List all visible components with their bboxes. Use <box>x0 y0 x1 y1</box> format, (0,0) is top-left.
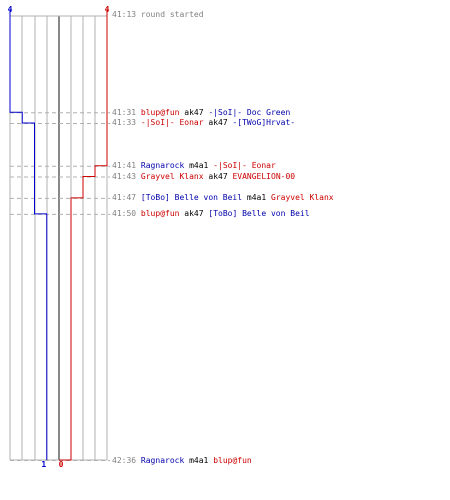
log-row-kill: 41:47 [ToBo] Belle von Beil m4a1 Grayvel… <box>112 192 334 204</box>
log-row-start: 41:13 round started <box>112 9 204 21</box>
log-time: 41:33 <box>112 118 137 128</box>
red-team-line <box>59 10 108 461</box>
log-weapon: ak47 <box>184 209 204 219</box>
log-time: 41:43 <box>112 171 137 181</box>
log-killer: -|SoI|- Eonar <box>140 118 204 128</box>
log-time: 42:36 <box>112 455 137 465</box>
blue-end-count: 1 <box>41 460 46 469</box>
log-row-kill: 41:33 -|SoI|- Eonar ak47 -[TWoG]Hrvat- <box>112 117 295 129</box>
blue-start-count: 4 <box>8 5 13 14</box>
log-killer: blup@fun <box>140 107 180 117</box>
log-time: 41:50 <box>112 209 137 219</box>
log-time: 41:41 <box>112 161 137 171</box>
log-message: round started <box>140 10 204 19</box>
log-weapon: m4a1 <box>246 193 267 203</box>
log-weapon: m4a1 <box>189 161 209 171</box>
log-row-kill: 42:36 Ragnarock m4a1 blup@fun <box>112 455 252 467</box>
log-row-kill: 41:31 blup@fun ak47 -|SoI|- Doc Green <box>112 107 290 119</box>
log-victim: [ToBo] Belle von Beil <box>208 209 310 219</box>
log-time: 41:13 <box>112 10 137 19</box>
log-killer: Ragnarock <box>140 455 185 465</box>
log-victim: -|SoI|- Eonar <box>213 161 276 171</box>
log-victim: -|SoI|- Doc Green <box>208 107 291 117</box>
log-victim: Grayvel Klanx <box>271 193 334 203</box>
log-row-kill: 41:43 Grayvel Klanx ak47 EVANGELION-00 <box>112 171 295 183</box>
log-row-kill: 41:50 blup@fun ak47 [ToBo] Belle von Bei… <box>112 208 310 220</box>
log-killer: blup@fun <box>140 209 180 219</box>
log-weapon: ak47 <box>208 118 228 128</box>
log-time: 41:47 <box>112 193 137 203</box>
log-killer: Grayvel Klanx <box>140 171 204 181</box>
log-time: 41:31 <box>112 107 137 117</box>
log-row-kill: 41:41 Ragnarock m4a1 -|SoI|- Eonar <box>112 160 276 172</box>
log-weapon: ak47 <box>208 171 228 181</box>
red-end-count: 0 <box>59 460 64 469</box>
red-start-count: 4 <box>105 5 110 14</box>
log-killer: [ToBo] Belle von Beil <box>140 193 243 203</box>
blue-team-line <box>9 10 48 460</box>
log-victim: blup@fun <box>213 455 252 465</box>
log-victim: -[TWoG]Hrvat- <box>232 118 296 128</box>
log-victim: EVANGELION-00 <box>232 171 296 181</box>
log-killer: Ragnarock <box>140 161 185 171</box>
log-weapon: m4a1 <box>189 455 209 465</box>
log-weapon: ak47 <box>184 107 204 117</box>
